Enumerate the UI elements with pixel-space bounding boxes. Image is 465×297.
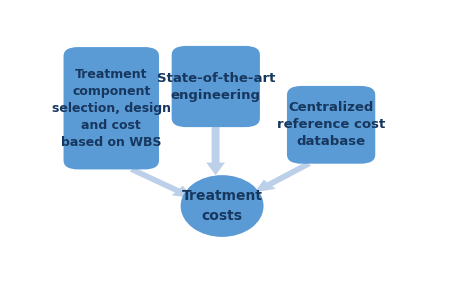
Polygon shape xyxy=(130,168,193,198)
Text: Treatment
costs: Treatment costs xyxy=(182,189,263,223)
Polygon shape xyxy=(254,162,311,192)
FancyBboxPatch shape xyxy=(172,46,260,127)
Polygon shape xyxy=(206,127,225,175)
Ellipse shape xyxy=(180,175,264,237)
FancyBboxPatch shape xyxy=(287,86,375,164)
Text: State-of-the-art
engineering: State-of-the-art engineering xyxy=(157,72,275,102)
Text: Treatment
component
selection, design
and cost
based on WBS: Treatment component selection, design an… xyxy=(52,68,171,149)
FancyBboxPatch shape xyxy=(64,47,159,169)
Text: Centralized
reference cost
database: Centralized reference cost database xyxy=(277,101,385,148)
